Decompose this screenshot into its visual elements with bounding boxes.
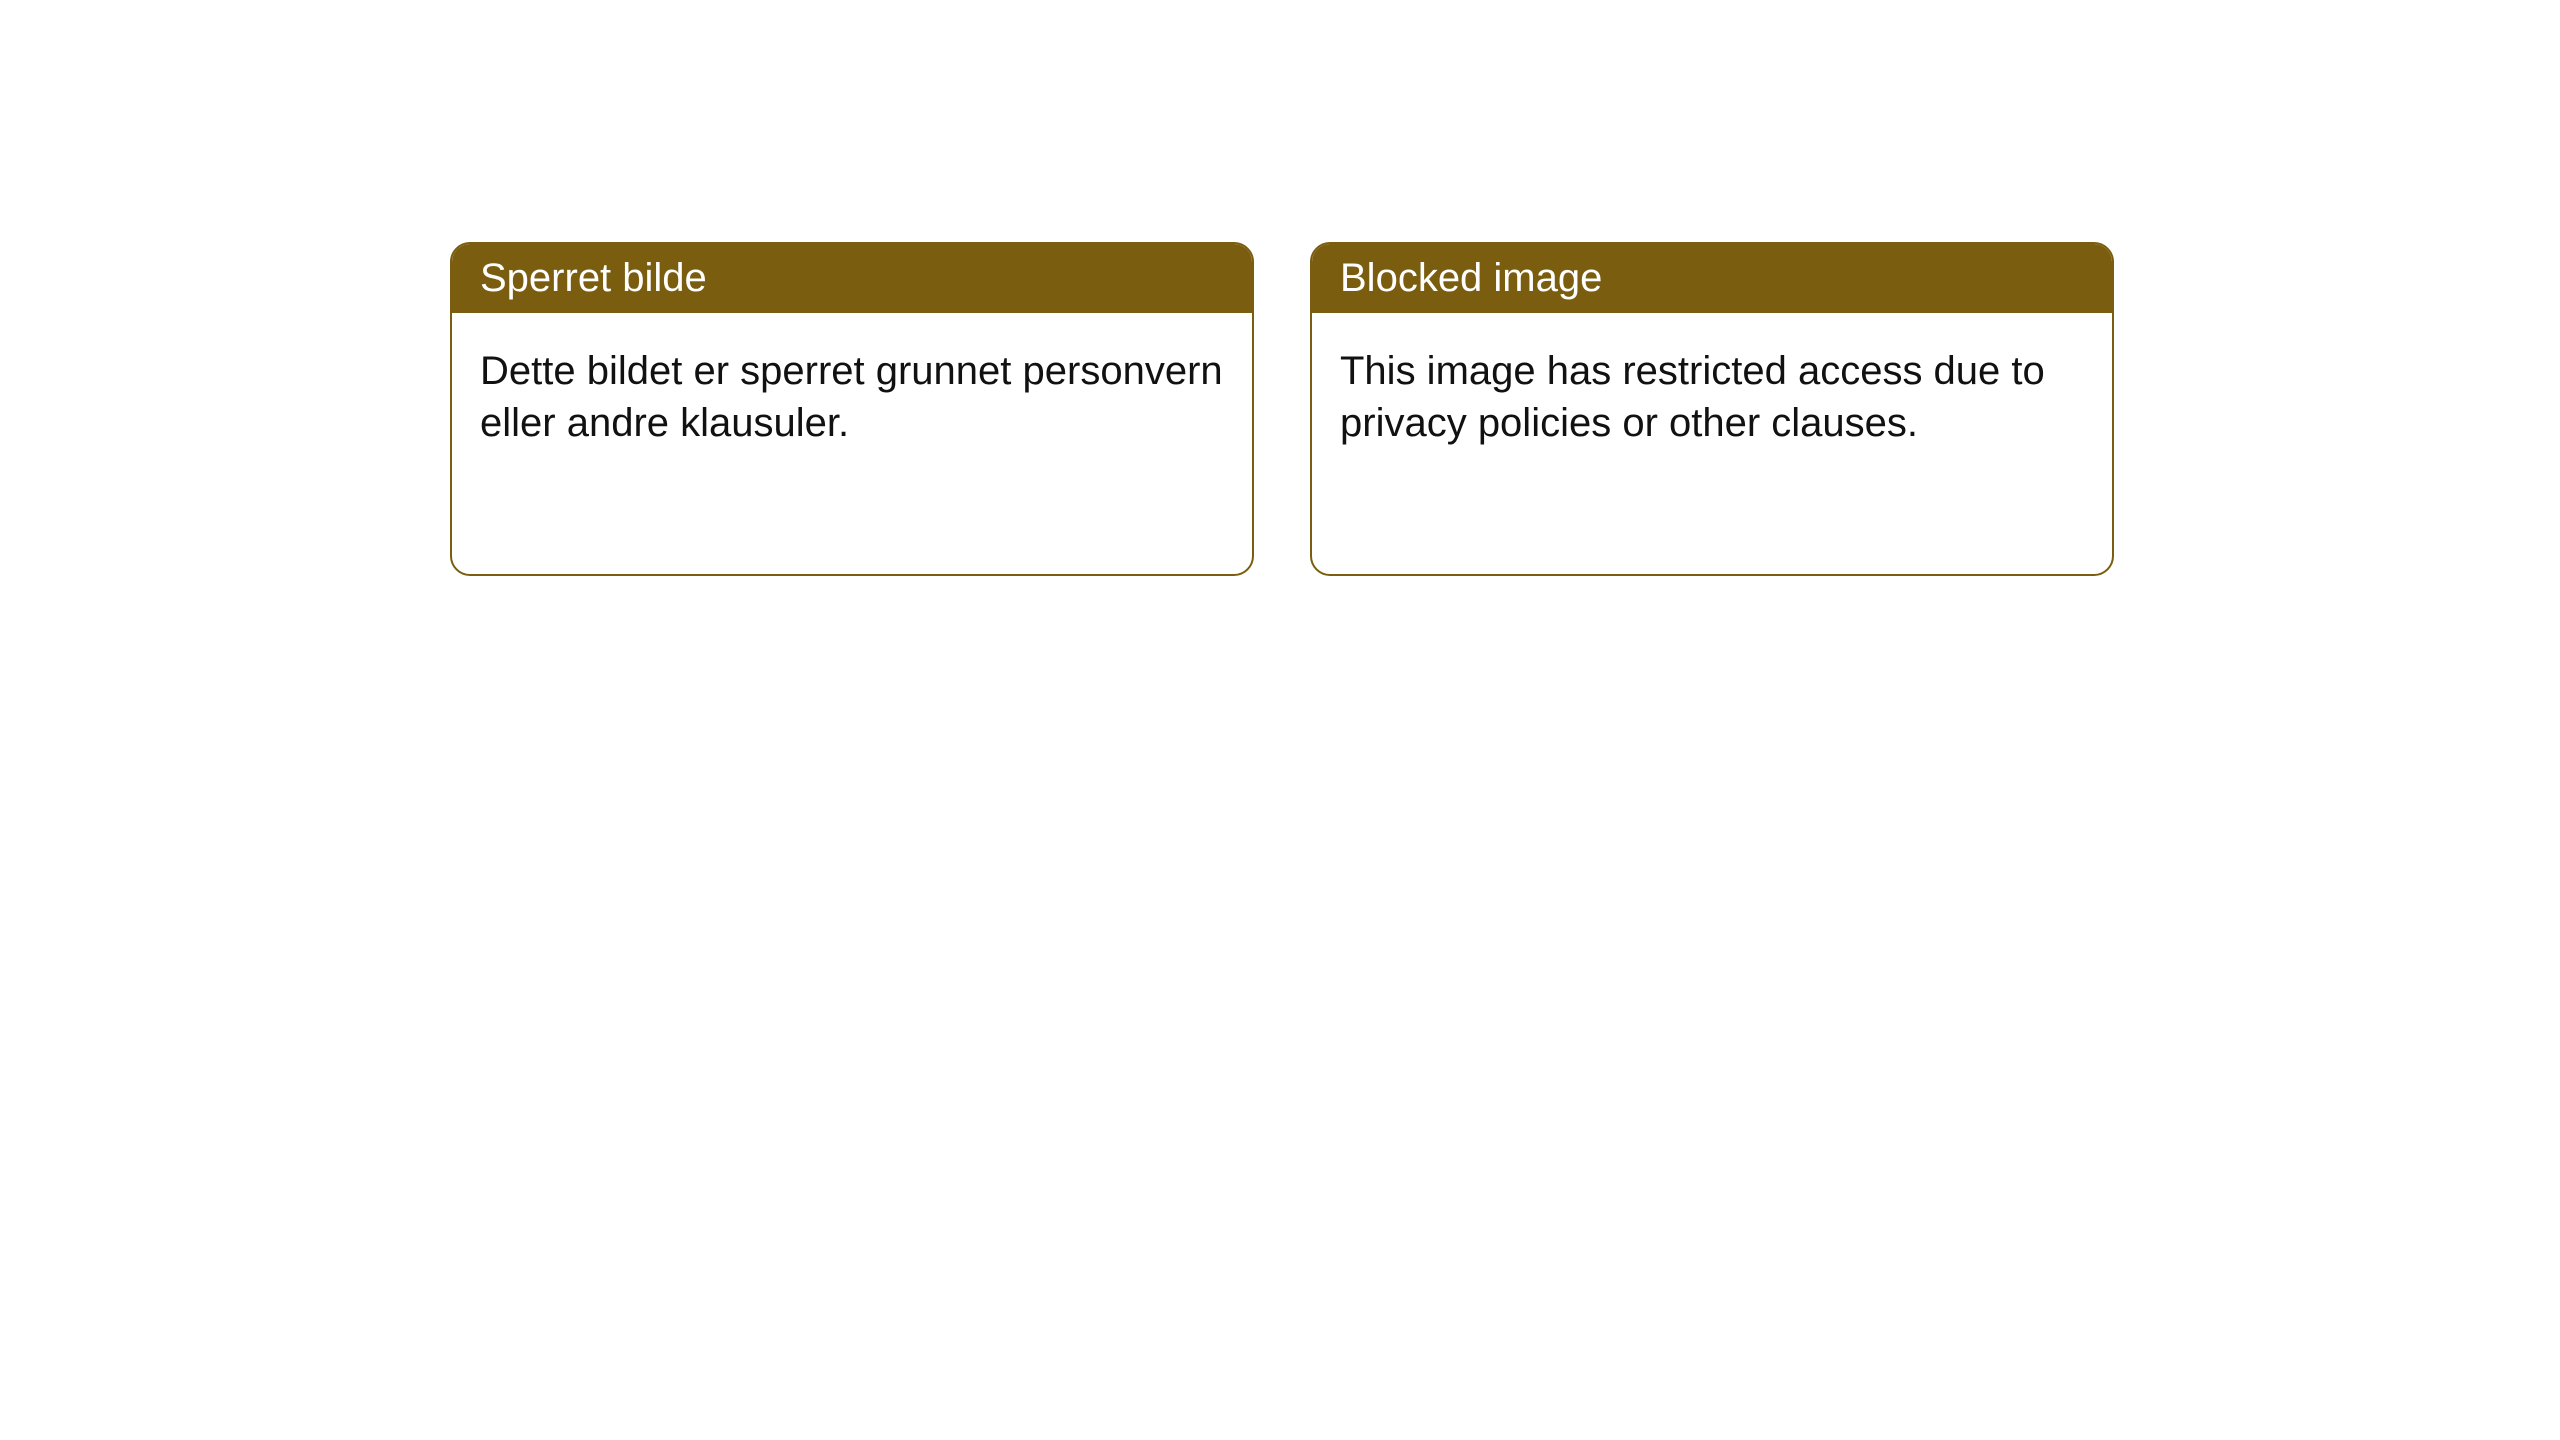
notice-container: Sperret bilde Dette bildet er sperret gr… [0, 0, 2560, 576]
notice-body: This image has restricted access due to … [1312, 313, 2112, 481]
notice-text: Dette bildet er sperret grunnet personve… [480, 349, 1223, 445]
notice-box-english: Blocked image This image has restricted … [1310, 242, 2114, 576]
notice-text: This image has restricted access due to … [1340, 349, 2045, 445]
notice-box-norwegian: Sperret bilde Dette bildet er sperret gr… [450, 242, 1254, 576]
notice-header: Sperret bilde [452, 244, 1252, 313]
notice-title: Blocked image [1340, 256, 1602, 300]
notice-title: Sperret bilde [480, 256, 707, 300]
notice-body: Dette bildet er sperret grunnet personve… [452, 313, 1252, 481]
notice-header: Blocked image [1312, 244, 2112, 313]
